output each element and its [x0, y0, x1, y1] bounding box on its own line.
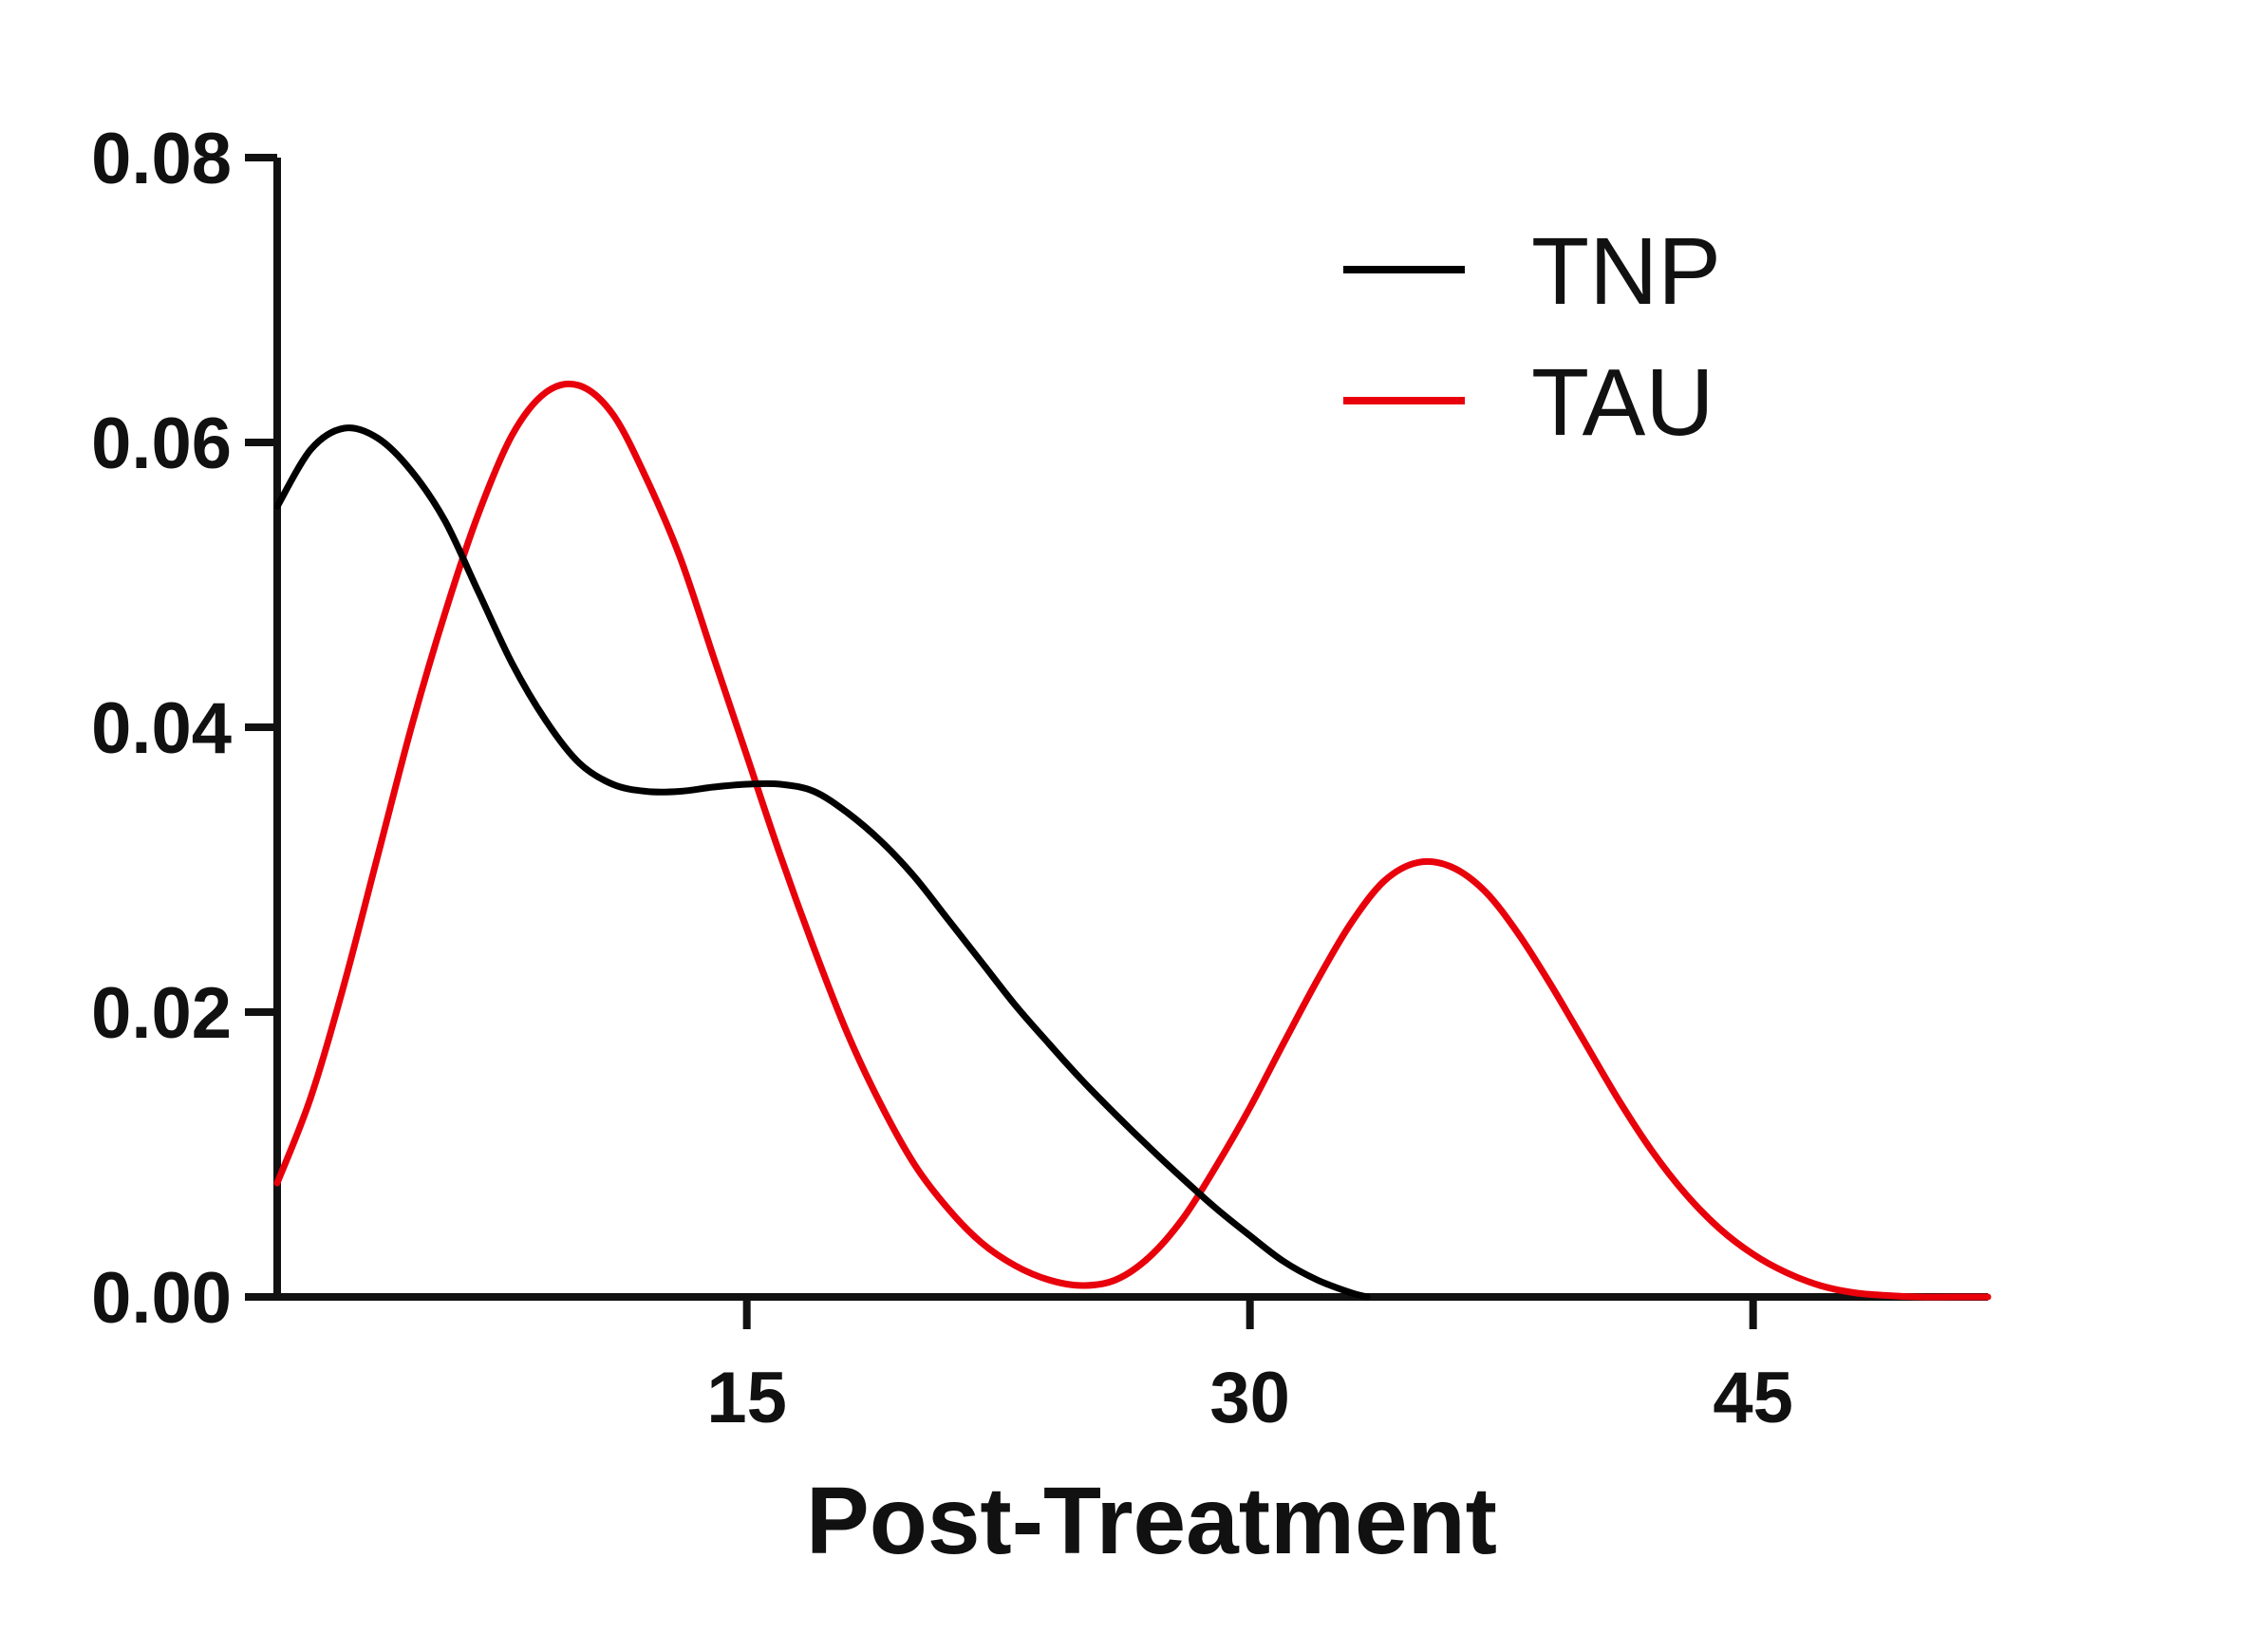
legend: TNP TAU [1343, 218, 1721, 456]
x-tick-label: 15 [706, 1358, 787, 1438]
y-tick-label: 0.00 [91, 1258, 232, 1339]
y-tick-label: 0.08 [91, 119, 232, 199]
y-axis-ticks: 0.00 0.02 0.04 0.06 0.08 [91, 119, 277, 1339]
series-line-tau [273, 380, 1992, 1301]
series-lines [273, 380, 1992, 1301]
x-axis-ticks: 15 30 45 [706, 1297, 1793, 1438]
series-line-tnp [273, 424, 1371, 1301]
y-tick-label: 0.02 [91, 973, 232, 1054]
x-tick-label: 45 [1713, 1358, 1793, 1438]
x-tick-label: 30 [1209, 1358, 1290, 1438]
y-tick-label: 0.06 [91, 404, 232, 484]
y-tick-label: 0.04 [91, 688, 232, 769]
legend-label-tau: TAU [1531, 349, 1714, 456]
x-axis-title: Post-Treatment [806, 1468, 1497, 1574]
legend-label-tnp: TNP [1531, 218, 1721, 325]
